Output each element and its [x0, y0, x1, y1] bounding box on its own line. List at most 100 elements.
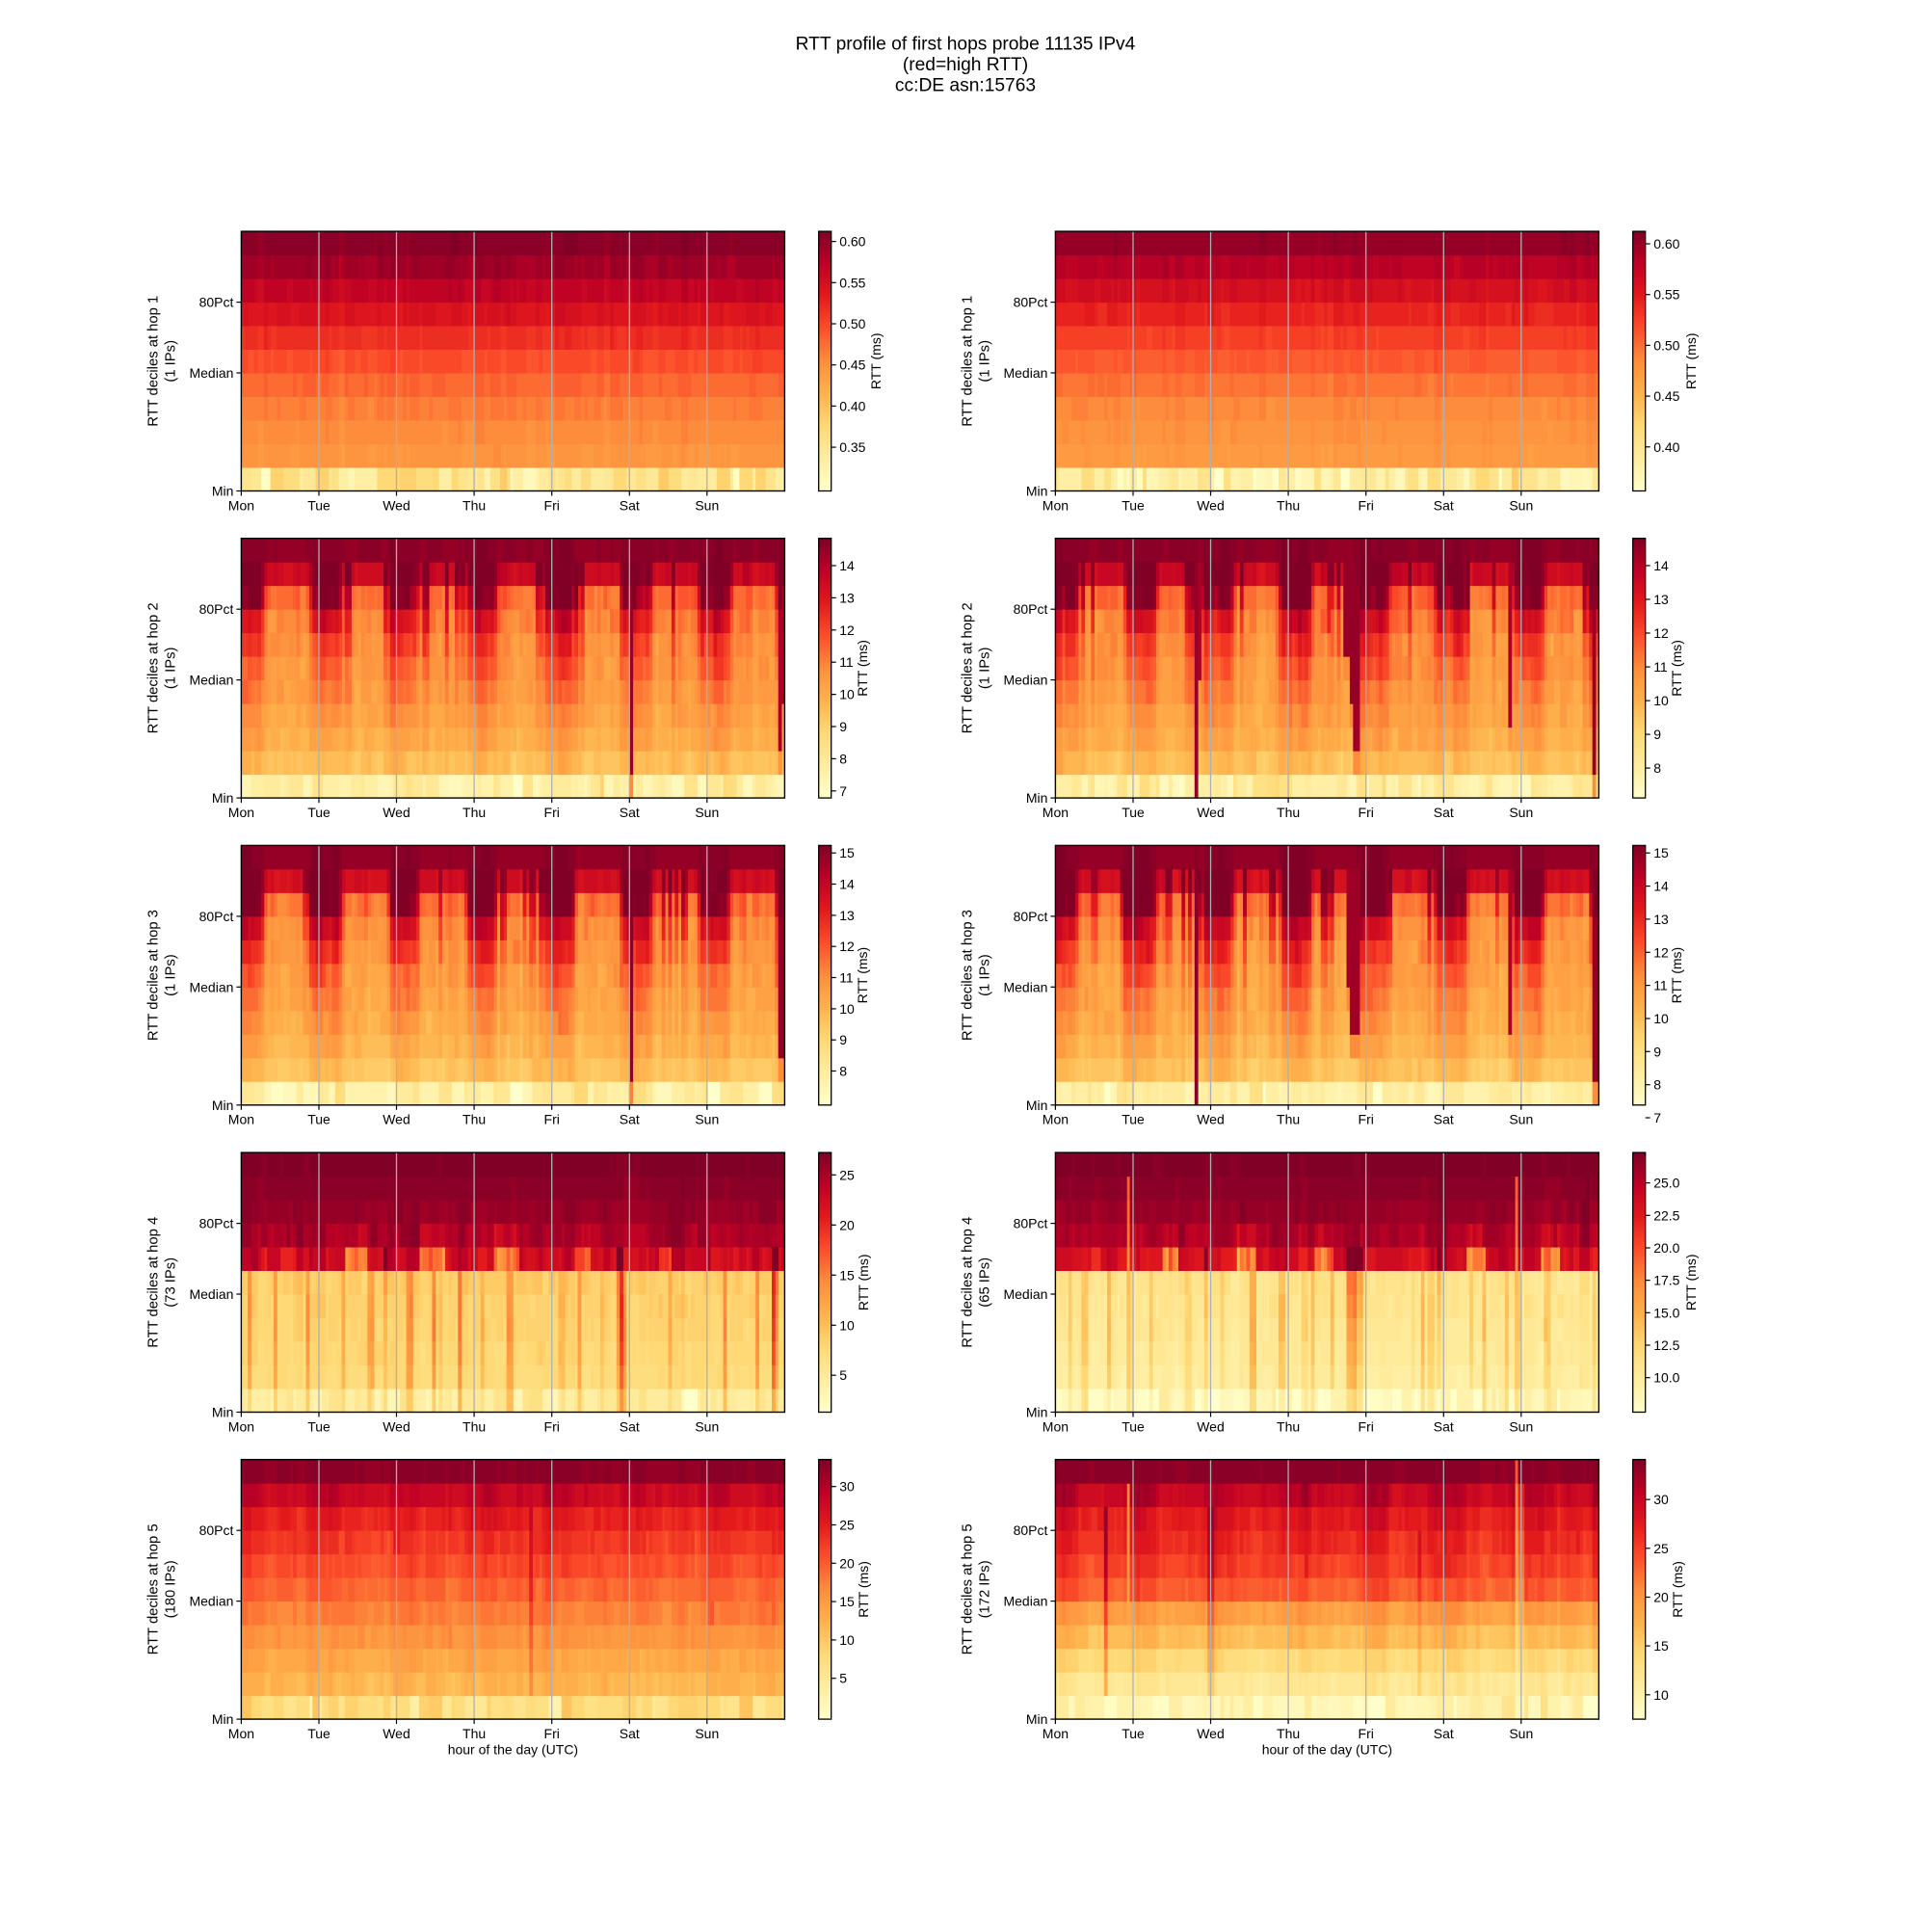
svg-text:12: 12 — [1653, 944, 1669, 960]
svg-text:Thu: Thu — [462, 1418, 486, 1434]
svg-text:7: 7 — [1653, 1110, 1661, 1125]
svg-text:22.5: 22.5 — [1653, 1207, 1679, 1223]
svg-text:Thu: Thu — [462, 1112, 486, 1127]
svg-text:Sun: Sun — [1509, 1726, 1533, 1741]
svg-text:25.0: 25.0 — [1653, 1176, 1679, 1191]
svg-text:15.0: 15.0 — [1653, 1305, 1679, 1320]
svg-text:RTT deciles at hop 4: RTT deciles at hop 4 — [145, 1217, 161, 1348]
svg-text:Mon: Mon — [1043, 1726, 1069, 1741]
svg-text:80Pct: 80Pct — [199, 601, 234, 617]
svg-text:hour of the day (UTC): hour of the day (UTC) — [448, 1742, 578, 1758]
svg-text:Tue: Tue — [307, 1726, 330, 1741]
svg-text:13: 13 — [839, 908, 855, 923]
svg-text:RTT deciles at hop 3: RTT deciles at hop 3 — [145, 910, 161, 1041]
svg-text:RTT (ms): RTT (ms) — [868, 333, 884, 390]
svg-text:5: 5 — [839, 1671, 847, 1686]
svg-text:0.35: 0.35 — [839, 439, 865, 455]
svg-text:Mon: Mon — [228, 1418, 254, 1434]
svg-text:RTT (ms): RTT (ms) — [856, 1561, 871, 1618]
svg-text:RTT deciles at hop 2: RTT deciles at hop 2 — [960, 602, 975, 733]
svg-text:Min: Min — [1026, 1711, 1048, 1727]
svg-text:Sun: Sun — [695, 497, 719, 513]
svg-text:Sun: Sun — [1509, 1418, 1533, 1434]
svg-text:RTT (ms): RTT (ms) — [855, 640, 870, 697]
svg-text:20.0: 20.0 — [1653, 1240, 1679, 1256]
svg-text:10: 10 — [839, 1317, 855, 1333]
svg-text:Min: Min — [212, 1098, 234, 1113]
svg-text:80Pct: 80Pct — [1014, 909, 1048, 924]
svg-text:Wed: Wed — [383, 1112, 410, 1127]
svg-text:Tue: Tue — [1122, 497, 1145, 513]
svg-text:Tue: Tue — [307, 497, 330, 513]
svg-text:Min: Min — [212, 484, 234, 499]
svg-text:0.55: 0.55 — [839, 275, 865, 290]
svg-text:80Pct: 80Pct — [1014, 601, 1048, 617]
svg-text:Min: Min — [1026, 790, 1048, 806]
svg-text:Thu: Thu — [1277, 1418, 1300, 1434]
svg-text:Sat: Sat — [1434, 1726, 1454, 1741]
svg-text:(1 IPs): (1 IPs) — [977, 954, 992, 996]
svg-text:Sun: Sun — [1509, 1112, 1533, 1127]
svg-text:Fri: Fri — [544, 1726, 560, 1741]
svg-text:Fri: Fri — [1359, 1418, 1374, 1434]
svg-text:Sat: Sat — [1434, 1112, 1454, 1127]
svg-text:Tue: Tue — [1122, 805, 1145, 820]
svg-text:Sun: Sun — [695, 1726, 719, 1741]
svg-text:20: 20 — [1653, 1590, 1669, 1605]
svg-text:5: 5 — [839, 1367, 847, 1383]
svg-text:Wed: Wed — [383, 497, 410, 513]
svg-text:Sun: Sun — [695, 1112, 719, 1127]
svg-text:10: 10 — [839, 1001, 855, 1017]
svg-text:Min: Min — [212, 1405, 234, 1420]
svg-text:(red=high RTT): (red=high RTT) — [903, 55, 1028, 75]
svg-text:8: 8 — [839, 751, 847, 766]
svg-text:12: 12 — [839, 622, 855, 638]
svg-text:Mon: Mon — [1043, 1112, 1069, 1127]
svg-text:0.50: 0.50 — [839, 316, 865, 331]
svg-text:(1 IPs): (1 IPs) — [163, 340, 178, 383]
svg-text:0.40: 0.40 — [839, 398, 865, 413]
svg-text:Median: Median — [1003, 979, 1047, 994]
svg-text:Min: Min — [212, 790, 234, 806]
svg-text:(1 IPs): (1 IPs) — [977, 340, 992, 383]
svg-text:Mon: Mon — [228, 1726, 254, 1741]
svg-text:Min: Min — [1026, 1098, 1048, 1113]
svg-text:15: 15 — [839, 1594, 855, 1609]
svg-text:(1 IPs): (1 IPs) — [163, 954, 178, 996]
svg-text:25: 25 — [839, 1167, 855, 1182]
svg-text:Mon: Mon — [228, 497, 254, 513]
svg-text:RTT (ms): RTT (ms) — [1683, 1255, 1699, 1311]
svg-text:Min: Min — [212, 1711, 234, 1727]
svg-text:Mon: Mon — [228, 805, 254, 820]
svg-text:11: 11 — [839, 654, 854, 670]
svg-text:80Pct: 80Pct — [199, 295, 234, 310]
svg-text:Fri: Fri — [1359, 1112, 1374, 1127]
svg-text:Median: Median — [189, 1594, 233, 1609]
svg-text:Mon: Mon — [1043, 497, 1069, 513]
svg-text:Fri: Fri — [1359, 1726, 1374, 1741]
svg-text:13: 13 — [1653, 912, 1669, 927]
svg-text:RTT deciles at hop 3: RTT deciles at hop 3 — [960, 910, 975, 1041]
svg-text:80Pct: 80Pct — [199, 1216, 234, 1231]
svg-text:Thu: Thu — [462, 805, 486, 820]
svg-text:9: 9 — [839, 719, 847, 734]
svg-text:11: 11 — [839, 970, 854, 986]
svg-text:8: 8 — [1653, 760, 1661, 776]
svg-text:9: 9 — [839, 1032, 847, 1047]
svg-text:Wed: Wed — [1197, 805, 1225, 820]
svg-text:RTT (ms): RTT (ms) — [1670, 1561, 1685, 1618]
svg-text:RTT (ms): RTT (ms) — [1669, 947, 1684, 1004]
svg-text:Sun: Sun — [695, 1418, 719, 1434]
svg-text:Sat: Sat — [1434, 497, 1454, 513]
svg-text:8: 8 — [1653, 1077, 1661, 1093]
svg-text:25: 25 — [1653, 1541, 1669, 1556]
svg-text:RTT deciles at hop 4: RTT deciles at hop 4 — [960, 1217, 975, 1348]
svg-text:Thu: Thu — [462, 497, 486, 513]
svg-text:Tue: Tue — [1122, 1112, 1145, 1127]
svg-text:Wed: Wed — [1197, 1418, 1225, 1434]
svg-text:20: 20 — [839, 1217, 855, 1232]
svg-text:80Pct: 80Pct — [199, 1522, 234, 1538]
svg-text:Sat: Sat — [1434, 805, 1454, 820]
svg-text:30: 30 — [839, 1479, 855, 1495]
svg-text:Wed: Wed — [1197, 1112, 1225, 1127]
